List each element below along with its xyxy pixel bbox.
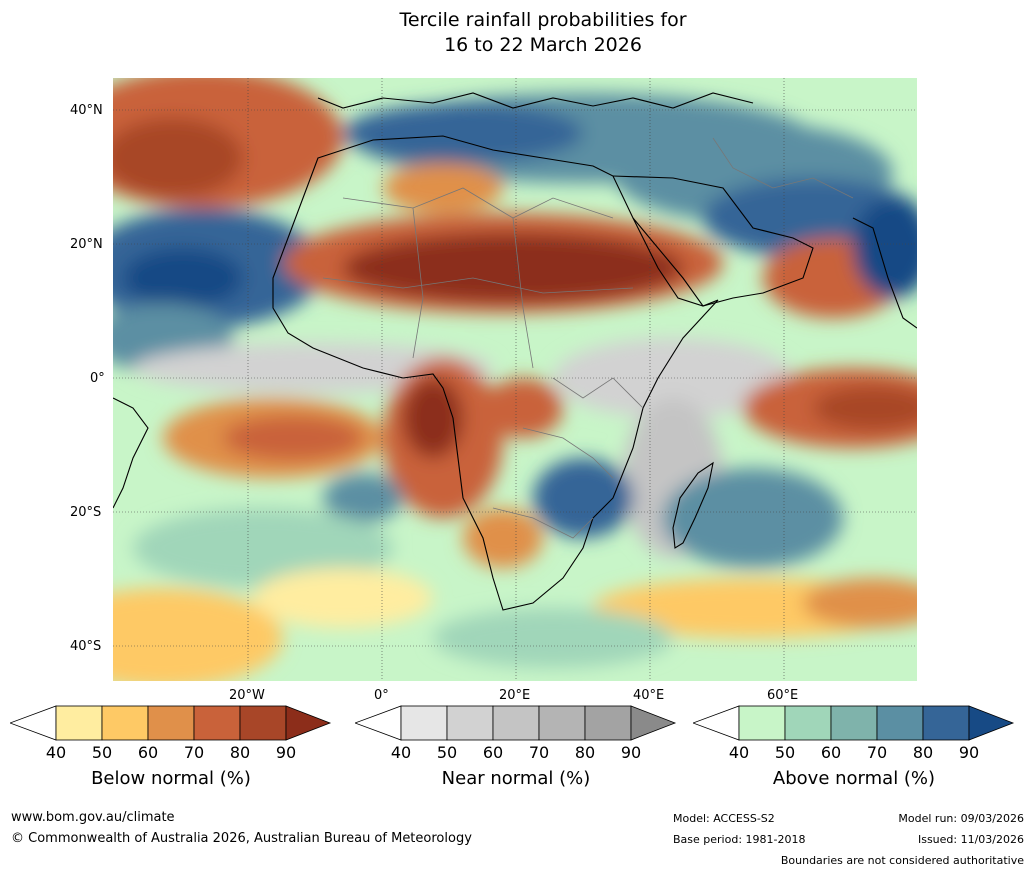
tick-label: 60 <box>482 743 504 762</box>
tick-label: 40 <box>45 743 67 762</box>
south-america-coastline <box>113 397 149 509</box>
tick-label: 40 <box>728 743 750 762</box>
tick-label: 50 <box>774 743 796 762</box>
tick-label: 90 <box>620 743 642 762</box>
tick-label: 50 <box>91 743 113 762</box>
lon-label-20w: 20°W <box>229 688 265 703</box>
lat-label-20s: 20°S <box>70 505 102 520</box>
model-run-text: Model run: 09/03/2026 <box>898 812 1024 825</box>
colorbar-segment <box>239 705 287 741</box>
base-period-text: Base period: 1981-2018 <box>673 833 806 846</box>
lon-label-60e: 60°E <box>767 688 799 703</box>
colorbar-near-title: Near normal (%) <box>441 768 591 789</box>
tick-label: 70 <box>183 743 205 762</box>
colorbar-segment <box>400 705 448 741</box>
tick-label: 80 <box>574 743 596 762</box>
tick-label: 60 <box>137 743 159 762</box>
lon-label-0: 0° <box>374 688 389 703</box>
website-link[interactable]: www.bom.gov.au/climate <box>11 810 175 825</box>
model-text: Model: ACCESS-S2 <box>673 812 775 825</box>
rainfall-map <box>113 78 917 681</box>
probability-field <box>113 78 917 681</box>
colorbar-segment <box>101 705 149 741</box>
tick-label: 70 <box>866 743 888 762</box>
tick-label: 80 <box>912 743 934 762</box>
colorbar-near-normal <box>355 705 677 741</box>
graticule <box>113 78 917 681</box>
colorbar-above-normal <box>693 705 1015 741</box>
colorbar-upper-extend <box>968 705 1015 741</box>
tick-label: 90 <box>958 743 980 762</box>
colorbar-segment <box>830 705 878 741</box>
europe-coastline <box>317 92 754 109</box>
tick-label: 80 <box>229 743 251 762</box>
colorbar-below-title: Below normal (%) <box>91 768 251 789</box>
tick-label: 90 <box>275 743 297 762</box>
lat-label-40s: 40°S <box>70 639 102 654</box>
colorbar-lower-extend <box>355 705 402 741</box>
colorbar-lower-extend <box>10 705 57 741</box>
tick-label: 40 <box>390 743 412 762</box>
lat-label-0: 0° <box>90 371 105 386</box>
madagascar-coastline <box>672 461 714 549</box>
lon-label-20e: 20°E <box>499 688 531 703</box>
tick-label: 60 <box>820 743 842 762</box>
colorbar-segment <box>538 705 586 741</box>
tick-label: 50 <box>436 743 458 762</box>
colorbar-segment <box>922 705 970 741</box>
map-title: Tercile rainfall probabilities for 16 to… <box>0 8 1035 58</box>
lat-label-40n: 40°N <box>70 103 103 118</box>
colorbar-segment <box>446 705 494 741</box>
india-coastline <box>852 217 917 329</box>
lon-label-40e: 40°E <box>633 688 665 703</box>
disclaimer-text: Boundaries are not considered authoritat… <box>780 854 1024 867</box>
colorbar-upper-extend <box>630 705 677 741</box>
title-line-1: Tercile rainfall probabilities for <box>399 9 687 31</box>
colorbar-below-normal <box>10 705 332 741</box>
arabia-coastline <box>612 175 814 307</box>
colorbar-lower-extend <box>693 705 740 741</box>
tick-label: 70 <box>528 743 550 762</box>
colorbar-segment <box>492 705 540 741</box>
colorbar-upper-extend <box>285 705 332 741</box>
colorbar-segment <box>55 705 103 741</box>
africa-coastline <box>272 135 719 611</box>
colorbar-above-title: Above normal (%) <box>772 768 936 789</box>
colorbar-segment <box>738 705 786 741</box>
lat-label-20n: 20°N <box>70 237 103 252</box>
colorbar-segment <box>147 705 195 741</box>
issued-text: Issued: 11/03/2026 <box>917 833 1024 846</box>
title-line-2: 16 to 22 March 2026 <box>444 34 642 56</box>
colorbar-segment <box>876 705 924 741</box>
colorbar-segment <box>193 705 241 741</box>
country-borders <box>322 137 854 539</box>
colorbar-segment <box>584 705 632 741</box>
copyright-text: © Commonwealth of Australia 2026, Austra… <box>11 831 472 846</box>
colorbar-segment <box>784 705 832 741</box>
